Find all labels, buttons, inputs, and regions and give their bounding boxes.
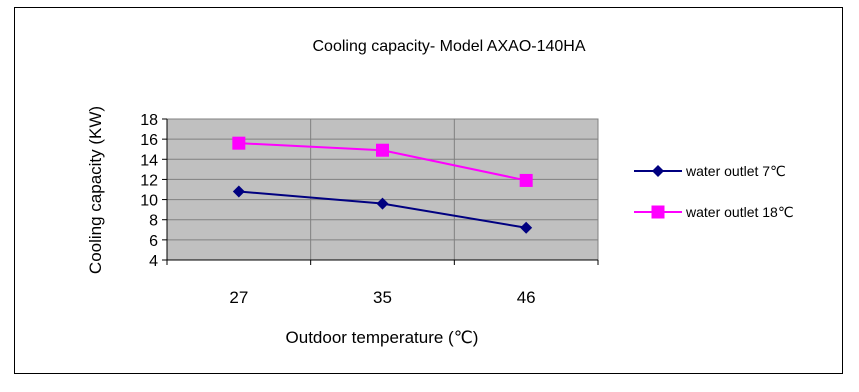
data-point-series-1	[520, 221, 533, 234]
y-tick-label: 18	[140, 112, 158, 129]
x-tick-label: 46	[517, 288, 536, 307]
y-tick-label: 12	[140, 172, 158, 189]
y-tick-label: 14	[140, 152, 158, 169]
legend-label-2: water outlet 18℃	[685, 204, 794, 220]
chart-title: Cooling capacity- Model AXAO-140HA	[312, 38, 585, 55]
x-tick-label: 35	[373, 288, 392, 307]
y-tick-label: 8	[149, 213, 158, 230]
x-tick-label: 27	[229, 288, 248, 307]
data-point-series-2	[376, 143, 389, 157]
data-point-series-1	[232, 185, 245, 198]
data-point-series-2	[232, 136, 246, 150]
x-axis-ticks: 27 35 46	[166, 259, 599, 307]
data-point-series-2	[519, 173, 533, 187]
y-axis-ticks: 4 6 8 10 12 14 16 18	[140, 112, 168, 270]
x-axis-label: Outdoor temperature (℃)	[286, 328, 479, 347]
y-tick-label: 4	[149, 253, 158, 270]
legend-marker-1	[652, 165, 664, 177]
series-layer	[232, 136, 533, 234]
y-tick-label: 6	[149, 233, 158, 250]
y-axis-label: Cooling capacity (KW)	[86, 106, 105, 274]
legend: water outlet 7℃ water outlet 18℃	[634, 163, 794, 220]
plot-area	[166, 118, 599, 261]
data-point-series-1	[376, 197, 389, 210]
y-tick-label: 10	[140, 193, 158, 210]
grid-lines	[167, 119, 598, 260]
legend-label-1: water outlet 7℃	[685, 163, 786, 179]
legend-marker-2	[651, 205, 665, 219]
y-tick-label: 16	[140, 132, 158, 149]
